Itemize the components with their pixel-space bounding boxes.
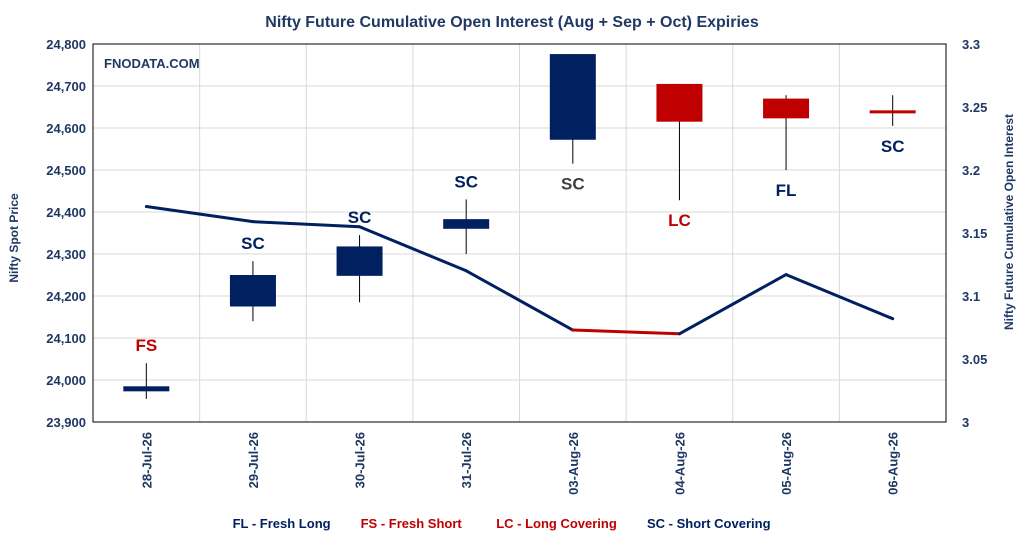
oi-line-segment	[784, 273, 895, 321]
right-axis: 3 3.05 3.1 3.15 3.2 3.25 3.3	[962, 37, 987, 430]
activity-labels: FS SC SC SC SC LC FL SC	[135, 137, 904, 355]
oi-line-segment	[677, 273, 788, 336]
x-axis-tick-label: 30-Jul-26	[353, 432, 368, 488]
candle-body	[336, 246, 383, 276]
right-axis-tick-label: 3	[962, 415, 969, 430]
right-axis-tick-label: 3.2	[962, 163, 980, 178]
candle	[443, 199, 490, 254]
left-axis-label: Nifty Spot Price	[7, 193, 21, 283]
right-axis-tick-label: 3.1	[962, 289, 980, 304]
gridlines	[93, 43, 946, 423]
candle-body	[123, 386, 170, 392]
left-axis-tick-label: 24,800	[46, 37, 86, 52]
x-axis-tick-label: 03-Aug-26	[566, 432, 581, 495]
oi-line-segment	[464, 269, 575, 332]
price-candles	[123, 54, 916, 399]
legend-entry: FS - Fresh Short	[361, 516, 463, 531]
activity-label: SC	[241, 234, 265, 253]
oi-line-series	[144, 205, 895, 336]
oi-line-segment	[358, 225, 468, 273]
left-axis-tick-label: 24,400	[46, 205, 86, 220]
legend: FL - Fresh Long FS - Fresh Short LC - Long…	[233, 516, 771, 531]
x-axis-tick-label: 06-Aug-26	[886, 432, 901, 495]
candle	[763, 95, 810, 170]
oi-line-segment	[144, 205, 255, 224]
left-axis-tick-label: 23,900	[46, 415, 86, 430]
left-axis-tick-label: 24,100	[46, 331, 86, 346]
x-axis: 28-Jul-26 29-Jul-26 30-Jul-26 31-Jul-26 03-A…	[139, 432, 900, 495]
candle-body	[869, 110, 916, 114]
candle-body	[229, 275, 276, 307]
candle	[656, 83, 703, 201]
left-axis-tick-label: 24,700	[46, 79, 86, 94]
candle	[869, 95, 916, 126]
activity-label: SC	[454, 172, 478, 191]
right-axis-tick-label: 3.15	[962, 226, 987, 241]
legend-entry: SC - Short Covering	[647, 516, 771, 531]
activity-label: FS	[135, 336, 157, 355]
candle	[336, 235, 383, 303]
legend-entry: LC - Long Covering	[496, 516, 617, 531]
activity-label: SC	[561, 175, 585, 194]
left-axis-tick-label: 24,500	[46, 163, 86, 178]
candle-body	[549, 54, 596, 140]
candle-body	[763, 98, 810, 119]
right-axis-label: Nifty Future Cumulative Open Interest	[1002, 114, 1016, 330]
candle	[123, 363, 170, 399]
activity-label: FL	[776, 181, 797, 200]
candle-body	[443, 219, 490, 229]
x-axis-tick-label: 05-Aug-26	[779, 432, 794, 495]
chart-title: Nifty Future Cumulative Open Interest (A…	[265, 14, 759, 31]
x-axis-tick-label: 29-Jul-26	[246, 432, 261, 488]
watermark: FNODATA.COM	[104, 56, 200, 71]
oi-line-segment	[571, 328, 681, 336]
activity-label: SC	[881, 137, 905, 156]
candle	[549, 54, 596, 164]
right-axis-tick-label: 3.05	[962, 352, 987, 367]
activity-label: LC	[668, 211, 691, 230]
candle	[229, 261, 276, 322]
left-axis: 23,900 24,000 24,100 24,200 24,300 24,400 24,5…	[46, 37, 86, 430]
left-axis-tick-label: 24,300	[46, 247, 86, 262]
x-axis-tick-label: 31-Jul-26	[459, 432, 474, 488]
left-axis-tick-label: 24,000	[46, 373, 86, 388]
oi-line-segment	[251, 220, 362, 229]
x-axis-tick-label: 28-Jul-26	[139, 432, 154, 488]
x-axis-tick-label: 04-Aug-26	[672, 432, 687, 495]
left-axis-tick-label: 24,600	[46, 121, 86, 136]
left-axis-tick-label: 24,200	[46, 289, 86, 304]
right-axis-tick-label: 3.25	[962, 100, 987, 115]
candle-body	[656, 83, 703, 122]
plot-area-border	[92, 43, 947, 423]
legend-entry: FL - Fresh Long	[233, 516, 331, 531]
activity-label: SC	[348, 208, 372, 227]
right-axis-tick-label: 3.3	[962, 37, 980, 52]
